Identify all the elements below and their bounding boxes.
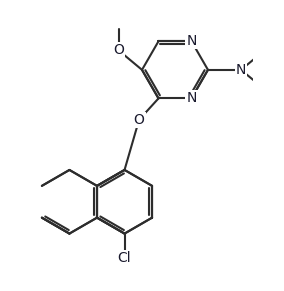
Text: N: N bbox=[186, 34, 197, 48]
Text: O: O bbox=[134, 113, 145, 127]
Text: Cl: Cl bbox=[118, 251, 131, 265]
Text: O: O bbox=[113, 43, 124, 57]
Text: N: N bbox=[236, 63, 246, 77]
Text: N: N bbox=[186, 91, 197, 105]
